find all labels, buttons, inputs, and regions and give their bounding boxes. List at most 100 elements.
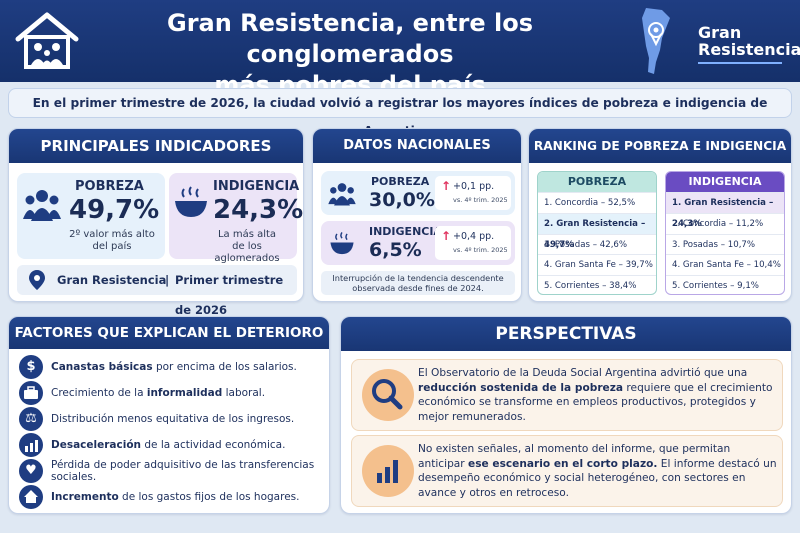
persp1-a: El Observatorio de la Deuda Social Argen…	[418, 367, 748, 379]
bar-chart-icon	[19, 433, 43, 457]
location-separator: |	[165, 273, 170, 287]
pobreza-delta-sub: vs. 4º trim. 2025	[453, 196, 508, 204]
pobreza-box: POBREZA 49,7% 2º valor más alto del país	[17, 173, 165, 259]
house-family-icon	[15, 12, 79, 69]
factor-rest: por encima de los salarios.	[152, 361, 297, 373]
indigencia-delta-value: +0,4 pp.	[453, 231, 495, 242]
factor-pre: Crecimiento de la	[51, 387, 147, 399]
list-item: 1. Gran Resistencia – 24,3%	[666, 192, 784, 229]
nacional-indigencia-value: 6,5%	[369, 239, 422, 261]
principales-title: PRINCIPALES INDICADORES	[9, 129, 303, 163]
logo-line-2: Resistencia	[698, 40, 800, 59]
factor-item: Incremento de los gastos fijos de los ho…	[19, 485, 325, 511]
list-item: 2. Gran Resistencia – 49,7%	[538, 212, 656, 250]
location-bar: Gran Resistencia | Primer trimestre de 2…	[17, 265, 297, 317]
pobreza-delta: ↑ +0,1 pp. vs. 4º trim. 2025	[435, 176, 511, 210]
logo-text: Gran Resistencia	[698, 23, 800, 59]
perspectiva-box-2: No existen señales, al momento del infor…	[351, 435, 783, 507]
title-line-1: Gran Resistencia, entre los conglomerado…	[167, 9, 533, 68]
people-icon	[23, 190, 61, 221]
arrow-up-icon: ↑	[441, 229, 452, 243]
factor-item: $ Canastas básicas por encima de los sal…	[19, 355, 325, 381]
indigencia-note: La más alta de los aglomerados	[199, 229, 295, 265]
factor-rest: laboral.	[222, 387, 266, 399]
factor-text: Incremento de los gastos fijos de los ho…	[51, 491, 323, 503]
factor-text: Crecimiento de la informalidad laboral.	[51, 387, 323, 399]
home-icon	[19, 485, 43, 509]
principales-panel: PRINCIPALES INDICADORES POBREZA 49,7% 2º…	[8, 128, 304, 317]
bar-chart-icon	[362, 445, 414, 497]
indigencia-value: 24,3%	[213, 195, 304, 225]
argentina-map-icon	[642, 8, 670, 74]
perspectiva-text-1: El Observatorio de la Deuda Social Argen…	[418, 366, 780, 424]
nacional-pobreza-value: 30,0%	[369, 189, 435, 211]
pobreza-note-1: 2º valor más alto	[69, 229, 155, 240]
factor-item: ♥ Pérdida de poder adquisitivo de las tr…	[19, 459, 325, 485]
subtitle-bar: En el primer trimestre de 2026, la ciuda…	[8, 88, 792, 138]
nacional-pobreza-box: POBREZA 30,0% ↑ +0,1 pp. vs. 4º trim. 20…	[321, 171, 515, 215]
indigencia-note-1: La más alta	[217, 229, 277, 240]
indigencia-delta-sub: vs. 4º trim. 2025	[453, 246, 508, 254]
factor-item: ⚖ Distribución menos equitativa de los i…	[19, 407, 325, 433]
magnifier-icon	[362, 369, 414, 421]
list-item: 2. Concordia – 11,2%	[666, 212, 784, 234]
arrow-up-icon: ↑	[441, 179, 452, 193]
nacional-note: Interrupción de la tendencia descendente…	[321, 271, 515, 295]
factor-item: Crecimiento de la informalidad laboral.	[19, 381, 325, 407]
persp2-b: ese escenario en el corto plazo.	[468, 457, 658, 470]
factor-bold: informalidad	[146, 387, 223, 399]
logo-underline	[698, 62, 782, 64]
list-item: 5. Corrientes – 9,1%	[666, 275, 784, 294]
factor-bold: Canastas básicas	[51, 361, 153, 373]
persp1-b: reducción sostenida de la pobreza	[418, 381, 624, 394]
indigencia-label: INDIGENCIA	[213, 179, 300, 194]
people-icon	[328, 183, 356, 206]
ranking-pobreza-column: POBREZA 1. Concordia – 52,5% 2. Gran Res…	[537, 171, 657, 295]
location-name: Gran Resistencia	[57, 273, 167, 287]
pobreza-delta-value: +0,1 pp.	[453, 181, 495, 192]
perspectiva-text-2: No existen señales, al momento del infor…	[418, 442, 780, 500]
persp1-c: requiere que el crecimiento económico se…	[418, 381, 773, 423]
nacionales-panel: DATOS NACIONALES POBREZA 30,0% ↑ +0,1 pp…	[312, 128, 522, 302]
dollar-icon: $	[19, 355, 43, 379]
list-item: 5. Corrientes – 38,4%	[538, 275, 656, 294]
perspectiva-box-1: El Observatorio de la Deuda Social Argen…	[351, 359, 783, 431]
factor-rest: de la actividad económica.	[141, 439, 286, 451]
indigencia-delta: ↑ +0,4 pp. vs. 4º trim. 2025	[435, 226, 511, 260]
logo-line-1: Gran	[698, 23, 742, 42]
factor-bold: Desaceleración	[51, 439, 142, 451]
list-item: 4. Gran Santa Fe – 39,7%	[538, 254, 656, 275]
list-item: 3. Posadas – 10,7%	[666, 233, 784, 255]
nacional-indigencia-box: INDIGENCIA 6,5% ↑ +0,4 pp. vs. 4º trim. …	[321, 221, 515, 265]
list-item: 4. Gran Santa Fe – 10,4%	[666, 254, 784, 275]
factores-panel: FACTORES QUE EXPLICAN EL DETERIORO $ Can…	[8, 316, 330, 514]
pobreza-note: 2º valor más alto del país	[63, 229, 161, 253]
soup-bowl-icon	[330, 232, 354, 255]
nacional-note-1: Interrupción de la tendencia descendente	[332, 273, 504, 283]
pobreza-value: 49,7%	[69, 195, 160, 225]
factores-title: FACTORES QUE EXPLICAN EL DETERIORO	[9, 317, 329, 349]
perspectivas-panel: PERSPECTIVAS El Observatorio de la Deuda…	[340, 316, 792, 514]
nacional-note-2: observada desde fines de 2024.	[352, 283, 484, 293]
ranking-title: RANKING DE POBREZA E INDIGENCIA	[529, 129, 791, 163]
factor-bold: Incremento	[51, 491, 119, 503]
ranking-indigencia-column: INDIGENCIA 1. Gran Resistencia – 24,3% 2…	[665, 171, 785, 295]
ranking-panel: RANKING DE POBREZA E INDIGENCIA POBREZA …	[528, 128, 792, 302]
nacional-pobreza-label: POBREZA	[371, 175, 430, 188]
pobreza-note-2: del país	[92, 241, 132, 252]
ranking-indigencia-head: INDIGENCIA	[666, 172, 784, 192]
pobreza-label: POBREZA	[75, 179, 144, 194]
nacional-indigencia-label: INDIGENCIA	[369, 225, 442, 238]
nacionales-title: DATOS NACIONALES	[313, 129, 521, 163]
factor-text: Pérdida de poder adquisitivo de las tran…	[51, 459, 315, 483]
factor-rest: de los gastos fijos de los hogares.	[118, 491, 300, 503]
briefcase-icon	[19, 381, 43, 405]
location-pin-icon	[29, 270, 45, 290]
indigencia-note-2: de los aglomerados	[214, 241, 280, 264]
location-period: Primer trimestre de 2026	[175, 273, 284, 317]
ranking-pobreza-head: POBREZA	[538, 172, 656, 192]
list-item: 1. Concordia – 52,5%	[538, 192, 656, 213]
persp2-c: El informe destacó un desempeño económic…	[418, 457, 777, 499]
factor-text: Desaceleración de la actividad económica…	[51, 439, 323, 451]
factor-item: Desaceleración de la actividad económica…	[19, 433, 325, 459]
